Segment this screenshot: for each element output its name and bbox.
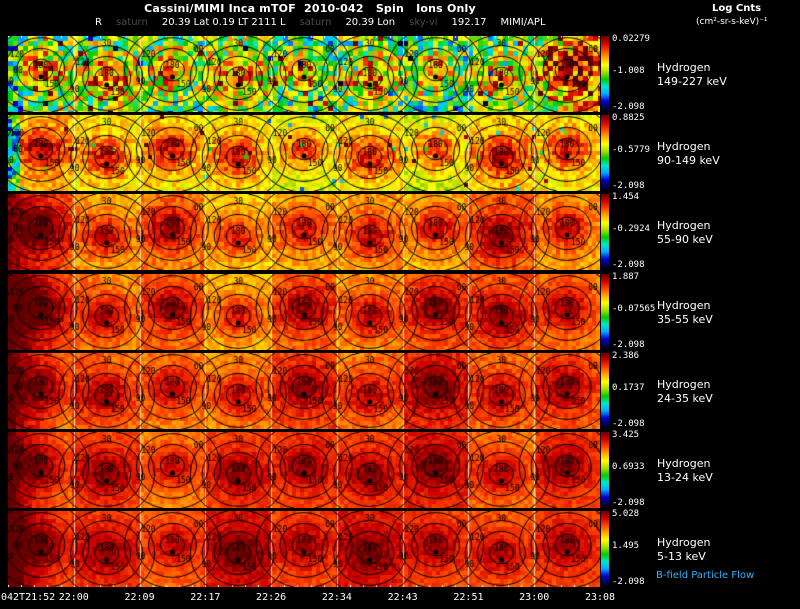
time-tick-label: 22:43	[387, 592, 418, 603]
colorbar	[601, 511, 609, 587]
spin-heatmap-canvas	[8, 353, 600, 429]
colorbar	[601, 274, 609, 350]
subtitle-part: 20.39 Lon	[345, 17, 396, 28]
colorbar-max-label: 1.454	[612, 192, 640, 202]
row-species-label: Hydrogen	[657, 219, 711, 232]
colorbar-max-label: 0.8825	[612, 113, 645, 123]
ghost-menu-label: saturn	[299, 17, 332, 28]
colorbar-min-label: -2.098	[612, 498, 645, 508]
spin-heatmap-canvas	[8, 36, 600, 112]
spectrogram-row: 1.887 -0.07565 -2.098 Hydrogen 35-55 keV	[0, 272, 800, 350]
row-species-label: Hydrogen	[657, 457, 711, 470]
bfield-particle-flow-label: B-field Particle Flow	[656, 570, 755, 581]
row-species-label: Hydrogen	[657, 61, 711, 74]
time-tick-label: 23:00	[519, 592, 550, 603]
time-tick-label: 22:09	[124, 592, 155, 603]
row-species-label: Hydrogen	[657, 536, 711, 549]
colorbar-mid-label: 0.1737	[612, 383, 645, 393]
time-tick-label: 22:17	[190, 592, 221, 603]
colorbar	[601, 194, 609, 270]
subtitle-part: 20.39 Lat 0.19 LT 2111 L	[161, 17, 286, 28]
ghost-menu-label: saturn	[115, 17, 148, 28]
colorbar	[601, 353, 609, 429]
colorbar-max-label: 0.02279	[612, 34, 650, 44]
time-tick-label: 23:08	[584, 592, 616, 603]
time-tick-label: 22:51	[453, 592, 484, 603]
page-title: Cassini/MIMI Inca mTOF 2010-042 Spin Ion…	[144, 2, 476, 15]
spectrogram-row: 0.8825 -0.5779 -2.098 Hydrogen 90-149 keV	[0, 113, 800, 191]
row-energy-label: 5-13 keV	[657, 550, 706, 563]
spectrogram-row: 5.028 1.495 -2.098 Hydrogen 5-13 keV	[0, 509, 800, 587]
row-energy-label: 13-24 keV	[657, 471, 713, 484]
colorbar-mid-label: -0.07565	[612, 304, 656, 314]
row-energy-label: 149-227 keV	[657, 75, 727, 88]
time-tick-label: 22:26	[256, 592, 287, 603]
spin-heatmap-canvas	[8, 194, 600, 270]
subtitle-part: R	[95, 17, 102, 28]
row-energy-label: 24-35 keV	[657, 392, 713, 405]
colorbar-min-label: -2.098	[612, 260, 645, 270]
colorbar-min-label: -2.098	[612, 102, 645, 112]
colorbar-max-label: 2.386	[612, 351, 640, 361]
colorbar-min-label: -2.098	[612, 419, 645, 429]
ghost-menu-label: sky-vi	[409, 17, 438, 28]
colorbar-mid-label: 1.495	[612, 541, 640, 551]
time-axis: 042T21:52 22:00 22:09 22:17 22:26 22:34 22:43 2…	[0, 592, 800, 608]
colorbar-mid-label: 0.6933	[612, 462, 645, 472]
colorbar	[601, 36, 609, 112]
spectrogram-row: 3.425 0.6933 -2.098 Hydrogen 13-24 keV	[0, 430, 800, 508]
colorbar-max-label: 1.887	[612, 272, 640, 282]
colorbar-max-label: 3.425	[612, 430, 640, 440]
colorbar	[601, 432, 609, 508]
colorbar-min-label: -2.098	[612, 577, 645, 587]
colorbar-mid-label: -0.2924	[612, 224, 650, 234]
subtitle-part: MIMI/APL	[500, 17, 546, 28]
row-species-label: Hydrogen	[657, 378, 711, 391]
spectrogram-row: 1.454 -0.2924 -2.098 Hydrogen 55-90 keV	[0, 192, 800, 270]
colorbar-min-label: -2.098	[612, 340, 645, 350]
row-energy-label: 55-90 keV	[657, 233, 713, 246]
colorbar-min-label: -2.098	[612, 181, 645, 191]
time-tick-label: 042T21:52	[1, 592, 56, 603]
colorbar-mid-label: -1.008	[612, 66, 645, 76]
spin-heatmap-canvas	[8, 274, 600, 350]
spin-heatmap-canvas	[8, 115, 600, 191]
row-species-label: Hydrogen	[657, 299, 711, 312]
colorbar	[601, 115, 609, 191]
units-denominator-label: (cm²-sr-s-keV)⁻¹	[696, 17, 768, 27]
time-tick-label: 22:34	[321, 592, 352, 603]
spectrogram-row: 2.386 0.1737 -2.098 Hydrogen 24-35 keV	[0, 351, 800, 429]
time-tick-label: 22:00	[58, 592, 89, 603]
spin-heatmap-canvas	[8, 432, 600, 508]
colorbar-mid-label: -0.5779	[612, 145, 650, 155]
row-species-label: Hydrogen	[657, 140, 711, 153]
spin-heatmap-canvas	[8, 511, 600, 587]
subtitle-part: 192.17	[451, 17, 487, 28]
row-energy-label: 35-55 keV	[657, 313, 713, 326]
spectrogram-row: 0.02279 -1.008 -2.098 Hydrogen 149-227 keV	[0, 34, 800, 112]
row-energy-label: 90-149 keV	[657, 154, 720, 167]
log-counts-label: Log Cnts	[712, 3, 762, 14]
colorbar-max-label: 5.028	[612, 509, 640, 519]
